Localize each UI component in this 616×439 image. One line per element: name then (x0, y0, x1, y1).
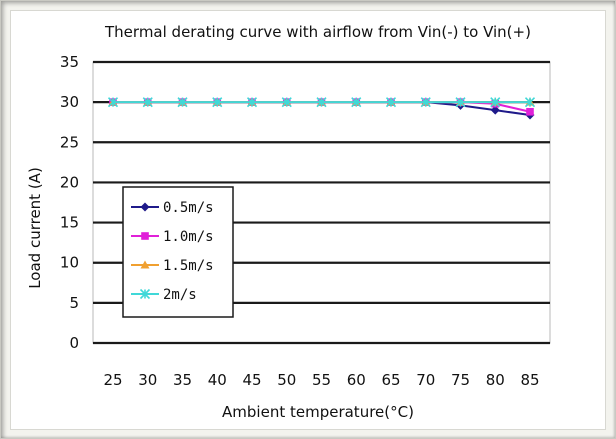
legend-label: 2m/s (163, 287, 197, 303)
y-tick-label: 0 (69, 334, 79, 352)
legend-entry: 2m/s (131, 287, 197, 303)
data-point (142, 97, 153, 108)
legend-entry: 1.5m/s (131, 258, 214, 274)
legend-label: 1.0m/s (163, 229, 214, 245)
data-point (455, 97, 466, 108)
x-axis-title: Ambient temperature(°C) (222, 403, 414, 421)
legend-label: 1.5m/s (163, 258, 214, 274)
x-tick-label: 80 (486, 371, 505, 389)
x-axis-ticks: 25 30 35 40 45 50 55 60 65 70 75 80 85 (103, 371, 539, 389)
legend: 0.5m/s 1.0m/s 1.5m/s 2m/s (122, 186, 234, 318)
x-tick-label: 60 (347, 371, 366, 389)
y-tick-label: 30 (60, 93, 79, 111)
y-axis-title: Load current (A) (26, 167, 44, 289)
x-tick-label: 45 (242, 371, 261, 389)
series-4 (107, 97, 536, 108)
data-point (490, 105, 500, 115)
x-tick-label: 70 (416, 371, 435, 389)
x-tick-label: 75 (451, 371, 470, 389)
x-tick-label: 55 (312, 371, 331, 389)
legend-marker (139, 288, 151, 300)
data-point (281, 97, 292, 108)
data-point (524, 97, 536, 108)
x-tick-label: 30 (138, 371, 157, 389)
x-tick-label: 35 (173, 371, 192, 389)
y-tick-label: 10 (60, 254, 79, 272)
data-point (420, 97, 431, 108)
data-point (351, 97, 362, 108)
legend-label: 0.5m/s (163, 200, 214, 216)
legend-box (122, 186, 234, 318)
y-tick-label: 15 (60, 214, 79, 232)
legend-entry: 1.0m/s (131, 229, 214, 245)
data-point (385, 97, 397, 108)
y-tick-label: 35 (60, 53, 79, 71)
data-point (212, 97, 223, 108)
y-axis-ticks: 0 5 10 15 20 25 30 35 (60, 53, 79, 352)
x-tick-label: 50 (277, 371, 296, 389)
data-point (526, 107, 534, 116)
y-tick-label: 5 (69, 294, 79, 312)
x-tick-label: 65 (381, 371, 400, 389)
y-tick-label: 25 (60, 133, 79, 151)
data-point (490, 97, 501, 108)
data-point (316, 97, 327, 108)
legend-marker (140, 260, 150, 269)
chart-title: Thermal derating curve with airflow from… (104, 23, 531, 41)
legend-marker (141, 232, 149, 240)
legend-entry: 0.5m/s (131, 200, 214, 216)
x-tick-label: 25 (103, 371, 122, 389)
series-layer (107, 97, 536, 120)
data-point (246, 97, 258, 108)
x-tick-label: 40 (208, 371, 227, 389)
y-tick-label: 20 (60, 173, 79, 191)
data-point (177, 97, 188, 108)
x-tick-label: 85 (520, 371, 539, 389)
legend-marker (140, 202, 150, 212)
data-point (107, 97, 119, 108)
